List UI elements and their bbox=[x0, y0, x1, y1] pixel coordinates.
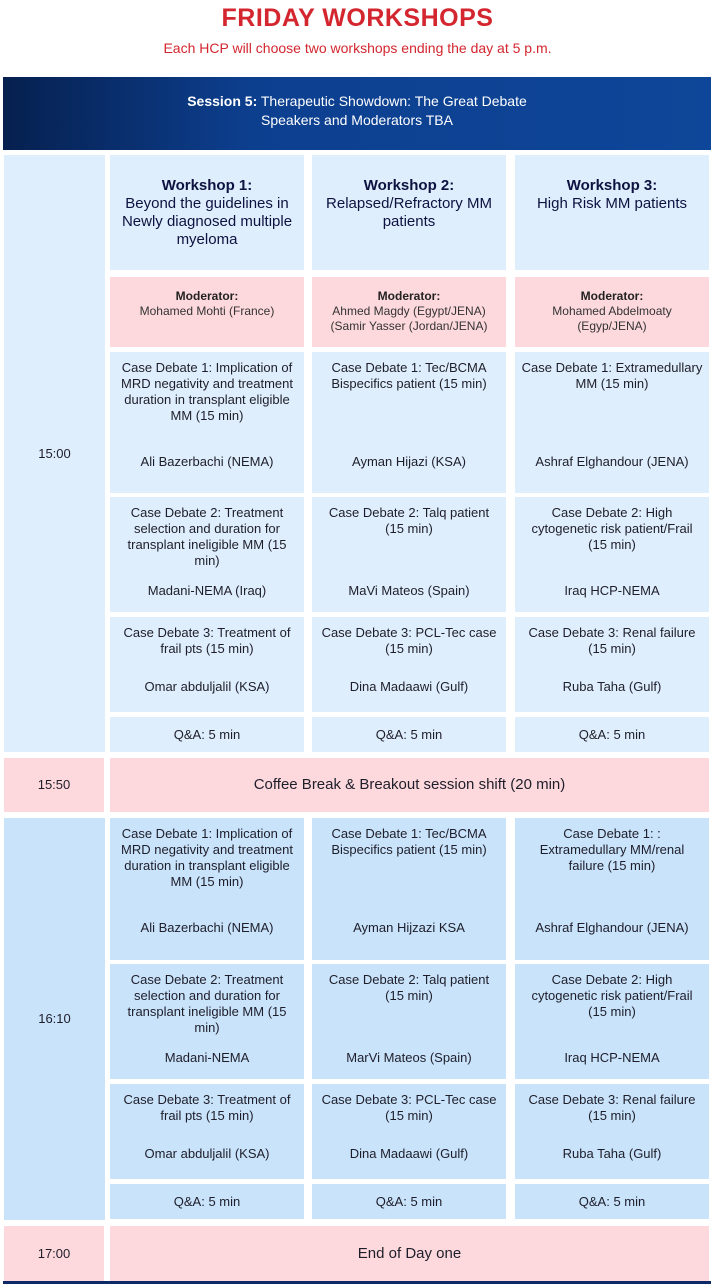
page-subtitle: Each HCP will choose two workshops endin… bbox=[163, 40, 552, 56]
speaker-name: Ali Bazerbachi (NEMA) bbox=[140, 920, 274, 935]
case-topic: Case Debate 1: Implication of MRD negati… bbox=[121, 360, 293, 423]
workshop-label: Workshop 1: bbox=[161, 177, 253, 194]
speaker-name: Ashraf Elghandour (JENA) bbox=[535, 920, 689, 935]
case-topic: Case Debate 2: Treatment selection and d… bbox=[127, 972, 287, 1035]
time-slot: 15:00 bbox=[4, 155, 105, 752]
case-debate-cell: Case Debate 2: Treatment selection and d… bbox=[110, 964, 304, 1079]
case-topic: Case Debate 3: Renal failure (15 min) bbox=[528, 1092, 696, 1123]
moderator-label: Moderator: bbox=[175, 289, 239, 303]
case-debate-cell: Case Debate 3: PCL-Tec case (15 min) Dina… bbox=[312, 1084, 506, 1179]
coffee-break-label: Coffee Break & Breakout session shift (2… bbox=[110, 758, 709, 812]
moderator-label: Moderator: bbox=[580, 289, 644, 303]
case-debate-cell: Case Debate 2: Talq patient (15 min) MaVi… bbox=[312, 497, 506, 612]
speaker-name: MaVi Mateos (Spain) bbox=[348, 583, 470, 598]
case-debate-cell: Case Debate 3: Treatment of frail pts (1… bbox=[110, 617, 304, 712]
moderator-name: Mohamed Mohti (France) bbox=[139, 304, 275, 318]
moderator-name: Mohamed Abdelmoaty (Egyp/JENA) bbox=[552, 304, 672, 333]
moderator-label: Moderator: bbox=[377, 289, 441, 303]
speaker-name: Madani-NEMA bbox=[164, 1050, 250, 1065]
speaker-name: Iraq HCP-NEMA bbox=[564, 1050, 660, 1065]
case-topic: Case Debate 3: PCL-Tec case (15 min) bbox=[321, 1092, 497, 1123]
qa-cell: Q&A: 5 min bbox=[110, 717, 304, 752]
workshop-title: Beyond the guidelines in Newly diagnosed… bbox=[121, 195, 293, 248]
workshop-label: Workshop 2: bbox=[363, 177, 455, 194]
case-debate-cell: Case Debate 2: High cytogenetic risk pat… bbox=[515, 497, 709, 612]
session-banner: Session 5: Therapeutic Showdown: The Gre… bbox=[3, 77, 711, 150]
case-topic: Case Debate 3: Treatment of frail pts (1… bbox=[123, 1092, 291, 1123]
speaker-name: Ayman Hijazi (KSA) bbox=[352, 454, 466, 469]
case-debate-cell: Case Debate 3: PCL-Tec case (15 min) Dina… bbox=[312, 617, 506, 712]
case-topic: Case Debate 3: PCL-Tec case (15 min) bbox=[321, 625, 497, 656]
workshop-header: Workshop 3: High Risk MM patients bbox=[515, 155, 709, 270]
bottom-divider bbox=[3, 1281, 711, 1284]
speaker-name: Omar abduljalil (KSA) bbox=[144, 679, 270, 694]
case-topic: Case Debate 3: Renal failure (15 min) bbox=[528, 625, 696, 656]
qa-cell: Q&A: 5 min bbox=[110, 1184, 304, 1219]
speaker-name: Ali Bazerbachi (NEMA) bbox=[140, 454, 274, 469]
time-slot: 15:50 bbox=[4, 758, 104, 812]
case-debate-cell: Case Debate 3: Treatment of frail pts (1… bbox=[110, 1084, 304, 1179]
speaker-name: Dina Madaawi (Gulf) bbox=[349, 679, 469, 694]
workshop-label: Workshop 3: bbox=[566, 177, 658, 194]
speaker-name: Ruba Taha (Gulf) bbox=[562, 1146, 662, 1161]
workshop-header: Workshop 2: Relapsed/Refractory MM patien… bbox=[312, 155, 506, 270]
session-label: Session 5: bbox=[187, 93, 258, 109]
qa-cell: Q&A: 5 min bbox=[312, 717, 506, 752]
case-debate-cell: Case Debate 1: Extramedullary MM (15 min… bbox=[515, 352, 709, 493]
case-debate-cell: Case Debate 1: Tec/BCMA Bispecifics pati… bbox=[312, 352, 506, 493]
speaker-name: Dina Madaawi (Gulf) bbox=[349, 1146, 469, 1161]
moderator-name: Ahmed Magdy (Egypt/JENA) (Samir Yasser (… bbox=[330, 304, 488, 333]
speaker-name: Omar abduljalil (KSA) bbox=[144, 1146, 270, 1161]
case-topic: Case Debate 1: Tec/BCMA Bispecifics pati… bbox=[331, 360, 487, 391]
case-topic: Case Debate 1: Implication of MRD negati… bbox=[121, 826, 293, 889]
speaker-name: Iraq HCP-NEMA bbox=[564, 583, 660, 598]
moderator-cell: Moderator: Mohamed Mohti (France) bbox=[110, 277, 304, 347]
workshop-header: Workshop 1: Beyond the guidelines in Newl… bbox=[110, 155, 304, 270]
page-title: FRIDAY WORKSHOPS bbox=[221, 4, 494, 32]
case-topic: Case Debate 2: High cytogenetic risk pat… bbox=[531, 972, 693, 1019]
case-debate-cell: Case Debate 2: Talq patient (15 min) MarV… bbox=[312, 964, 506, 1079]
session-subline: Speakers and Moderators TBA bbox=[261, 112, 453, 128]
moderator-cell: Moderator: Ahmed Magdy (Egypt/JENA) (Sami… bbox=[312, 277, 506, 347]
speaker-name: Madani-NEMA (Iraq) bbox=[147, 583, 267, 598]
case-topic: Case Debate 2: Treatment selection and d… bbox=[127, 505, 287, 568]
case-debate-cell: Case Debate 1: : Extramedullary MM/renal… bbox=[515, 818, 709, 960]
case-debate-cell: Case Debate 1: Tec/BCMA Bispecifics pati… bbox=[312, 818, 506, 960]
session-title: Therapeutic Showdown: The Great Debate bbox=[260, 93, 527, 109]
qa-cell: Q&A: 5 min bbox=[515, 1184, 709, 1219]
case-debate-cell: Case Debate 2: High cytogenetic risk pat… bbox=[515, 964, 709, 1079]
case-topic: Case Debate 2: Talq patient (15 min) bbox=[328, 505, 490, 536]
case-topic: Case Debate 1: Extramedullary MM (15 min… bbox=[521, 360, 703, 391]
speaker-name: Ashraf Elghandour (JENA) bbox=[535, 454, 689, 469]
speaker-name: Ruba Taha (Gulf) bbox=[562, 679, 662, 694]
case-topic: Case Debate 2: High cytogenetic risk pat… bbox=[531, 505, 693, 552]
case-topic: Case Debate 1: : Extramedullary MM/renal… bbox=[539, 826, 685, 873]
workshop-title: High Risk MM patients bbox=[536, 195, 688, 212]
case-debate-cell: Case Debate 1: Implication of MRD negati… bbox=[110, 818, 304, 960]
speaker-name: Ayman Hijzazi KSA bbox=[353, 920, 465, 935]
end-of-day-label: End of Day one bbox=[110, 1226, 709, 1281]
case-topic: Case Debate 1: Tec/BCMA Bispecifics pati… bbox=[331, 826, 487, 857]
moderator-cell: Moderator: Mohamed Abdelmoaty (Egyp/JENA) bbox=[515, 277, 709, 347]
time-slot: 17:00 bbox=[4, 1226, 104, 1281]
speaker-name: MarVi Mateos (Spain) bbox=[346, 1050, 472, 1065]
case-debate-cell: Case Debate 3: Renal failure (15 min) Rub… bbox=[515, 1084, 709, 1179]
case-topic: Case Debate 3: Treatment of frail pts (1… bbox=[123, 625, 291, 656]
workshop-title: Relapsed/Refractory MM patients bbox=[326, 195, 492, 230]
case-debate-cell: Case Debate 3: Renal failure (15 min) Rub… bbox=[515, 617, 709, 712]
qa-cell: Q&A: 5 min bbox=[312, 1184, 506, 1219]
case-debate-cell: Case Debate 2: Treatment selection and d… bbox=[110, 497, 304, 612]
qa-cell: Q&A: 5 min bbox=[515, 717, 709, 752]
case-topic: Case Debate 2: Talq patient (15 min) bbox=[328, 972, 490, 1003]
case-debate-cell: Case Debate 1: Implication of MRD negati… bbox=[110, 352, 304, 493]
time-slot: 16:10 bbox=[4, 818, 105, 1220]
